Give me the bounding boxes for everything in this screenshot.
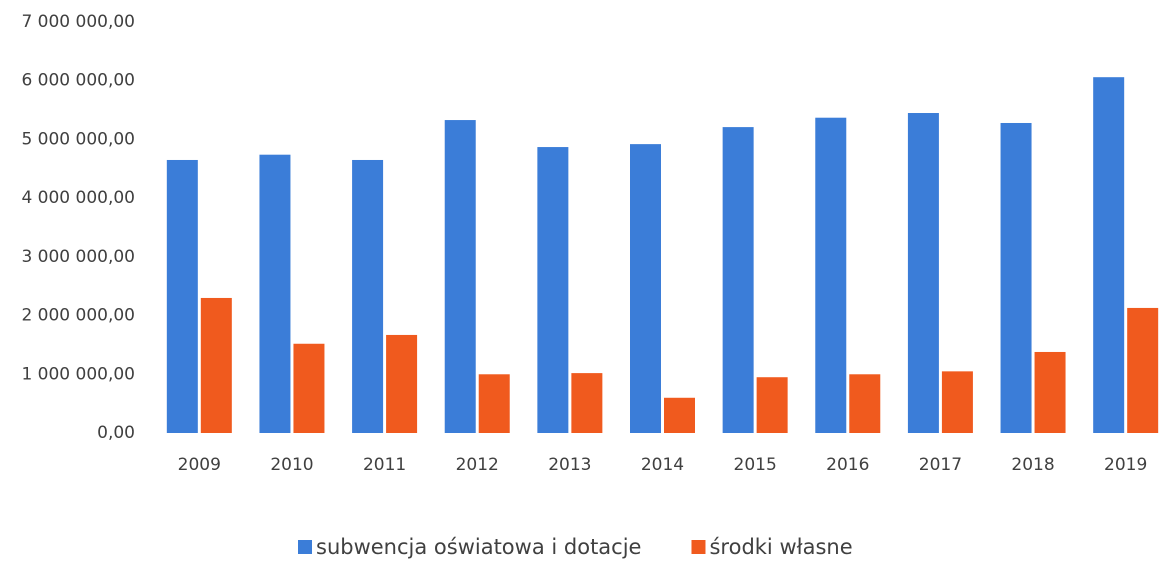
- bar: [1093, 77, 1125, 433]
- bar: [722, 127, 754, 433]
- x-tick-label: 2014: [641, 455, 684, 475]
- x-tick-label: 2019: [1104, 455, 1147, 475]
- y-tick-label: 5 000 000,00: [21, 129, 135, 149]
- x-tick-label: 2016: [826, 455, 869, 475]
- y-tick-label: 6 000 000,00: [21, 71, 135, 91]
- bar: [1034, 351, 1066, 433]
- bar: [756, 377, 788, 433]
- x-tick-label: 2009: [178, 455, 221, 475]
- bar: [849, 374, 881, 433]
- x-tick-label: 2011: [363, 455, 406, 475]
- bar: [537, 147, 569, 433]
- x-tick-label: 2015: [734, 455, 777, 475]
- x-tick-label: 2013: [548, 455, 591, 475]
- bar: [815, 117, 847, 433]
- bar: [386, 334, 418, 433]
- bar: [259, 154, 291, 434]
- legend-label: środki własne: [709, 535, 852, 559]
- legend-swatch: [691, 540, 706, 554]
- x-tick-label: 2018: [1011, 455, 1054, 475]
- bar: [352, 159, 384, 433]
- y-tick-label: 1 000 000,00: [21, 364, 135, 384]
- y-tick-label: 4 000 000,00: [21, 188, 135, 208]
- bar: [630, 144, 661, 433]
- bar: [200, 297, 232, 433]
- bar: [571, 373, 603, 433]
- bar: [1127, 307, 1159, 433]
- x-tick-label: 2010: [270, 455, 313, 475]
- y-tick-label: 7 000 000,00: [21, 12, 135, 32]
- legend-label: subwencja oświatowa i dotacje: [316, 535, 641, 559]
- y-tick-label: 2 000 000,00: [21, 306, 135, 326]
- bar: [907, 113, 939, 433]
- y-tick-label: 0,00: [97, 423, 135, 443]
- bar: [664, 397, 695, 433]
- x-tick-label: 2012: [456, 455, 499, 475]
- bar: [1000, 122, 1032, 433]
- legend-swatch: [298, 540, 312, 554]
- y-tick-label: 3 000 000,00: [21, 247, 135, 267]
- bar: [478, 374, 510, 433]
- x-tick-label: 2017: [919, 455, 962, 475]
- bar: [941, 371, 973, 433]
- bar: [444, 120, 476, 433]
- bar: [293, 343, 325, 433]
- bar: [166, 159, 198, 433]
